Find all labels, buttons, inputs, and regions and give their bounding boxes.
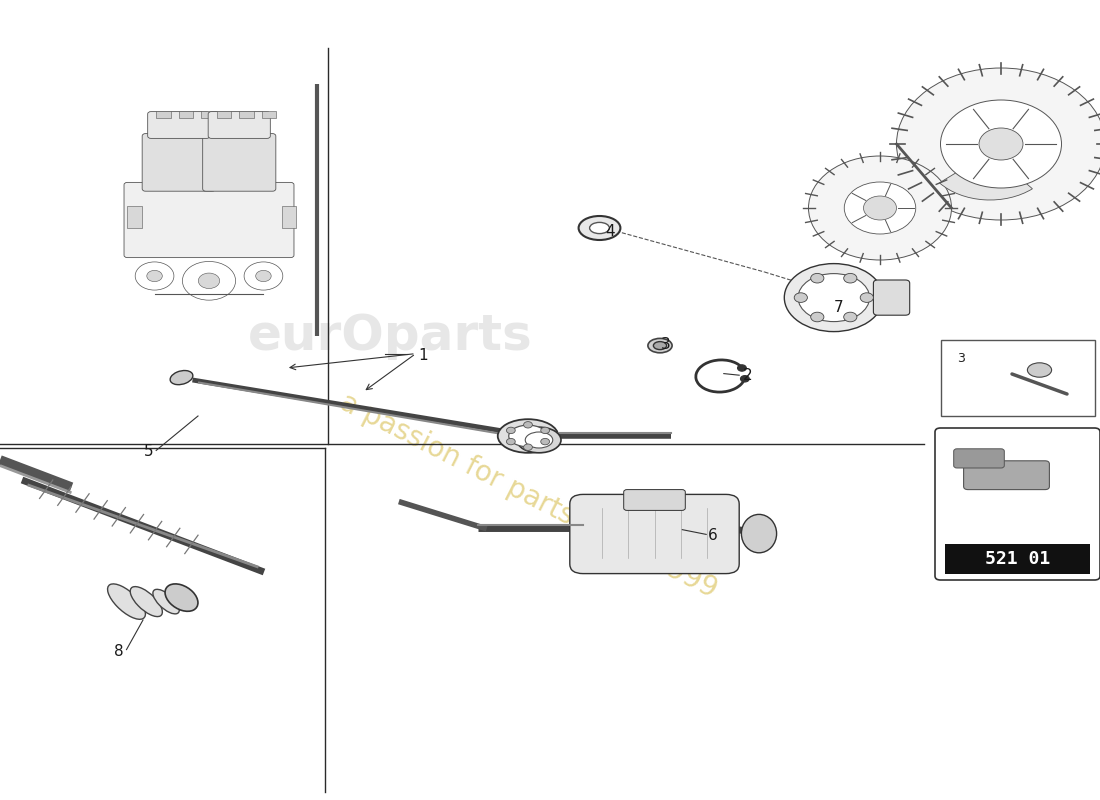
FancyBboxPatch shape <box>570 494 739 574</box>
Ellipse shape <box>1027 362 1052 378</box>
Bar <box>156 110 170 118</box>
Ellipse shape <box>153 590 179 614</box>
FancyBboxPatch shape <box>624 490 685 510</box>
FancyBboxPatch shape <box>124 182 294 258</box>
Wedge shape <box>939 170 1033 200</box>
FancyBboxPatch shape <box>873 280 910 315</box>
Circle shape <box>541 427 550 434</box>
Circle shape <box>506 438 515 445</box>
Text: 1: 1 <box>419 349 428 363</box>
Bar <box>201 110 216 118</box>
Bar <box>128 206 142 228</box>
Ellipse shape <box>648 338 672 353</box>
Ellipse shape <box>517 427 561 453</box>
FancyBboxPatch shape <box>208 111 271 138</box>
Text: 8: 8 <box>114 645 123 659</box>
FancyBboxPatch shape <box>935 428 1100 580</box>
Bar <box>940 340 1094 416</box>
Text: eurOparts: eurOparts <box>249 312 532 360</box>
Bar <box>179 110 194 118</box>
Text: 4: 4 <box>606 225 615 239</box>
Text: 521 01: 521 01 <box>984 550 1050 568</box>
FancyBboxPatch shape <box>142 134 216 191</box>
Bar <box>282 206 296 228</box>
Bar <box>262 110 276 118</box>
Text: 3: 3 <box>957 352 965 365</box>
Bar <box>240 110 254 118</box>
Ellipse shape <box>170 370 192 385</box>
FancyBboxPatch shape <box>202 134 276 191</box>
Text: 5: 5 <box>144 445 153 459</box>
Circle shape <box>524 422 532 428</box>
Ellipse shape <box>579 216 620 240</box>
Circle shape <box>740 375 749 382</box>
Text: 7: 7 <box>834 301 843 315</box>
Bar <box>217 110 231 118</box>
Circle shape <box>811 312 824 322</box>
Ellipse shape <box>526 432 552 448</box>
Circle shape <box>524 444 532 450</box>
Ellipse shape <box>784 264 883 331</box>
Ellipse shape <box>741 514 777 553</box>
Circle shape <box>794 293 807 302</box>
Bar <box>945 544 1090 574</box>
Circle shape <box>979 128 1023 160</box>
Circle shape <box>506 427 515 434</box>
Circle shape <box>844 274 857 283</box>
Ellipse shape <box>508 426 548 446</box>
Circle shape <box>808 156 952 260</box>
Circle shape <box>255 270 272 282</box>
Circle shape <box>896 68 1100 220</box>
Circle shape <box>198 273 220 289</box>
Circle shape <box>860 293 873 302</box>
Circle shape <box>940 100 1062 188</box>
Circle shape <box>864 196 896 220</box>
Ellipse shape <box>590 222 609 234</box>
Ellipse shape <box>497 419 558 453</box>
FancyBboxPatch shape <box>964 461 1049 490</box>
Circle shape <box>844 312 857 322</box>
Circle shape <box>541 438 550 445</box>
Ellipse shape <box>165 584 198 611</box>
Text: 3: 3 <box>661 337 670 351</box>
Circle shape <box>146 270 163 282</box>
Text: 2: 2 <box>744 369 752 383</box>
Ellipse shape <box>653 342 667 350</box>
Ellipse shape <box>798 274 869 322</box>
FancyBboxPatch shape <box>147 111 210 138</box>
Text: 6: 6 <box>708 529 717 543</box>
Text: a passion for parts since 1999: a passion for parts since 1999 <box>334 388 722 604</box>
FancyBboxPatch shape <box>954 449 1004 468</box>
Circle shape <box>737 365 746 371</box>
Circle shape <box>845 182 915 234</box>
Ellipse shape <box>130 586 163 617</box>
Circle shape <box>811 274 824 283</box>
Ellipse shape <box>108 584 145 619</box>
